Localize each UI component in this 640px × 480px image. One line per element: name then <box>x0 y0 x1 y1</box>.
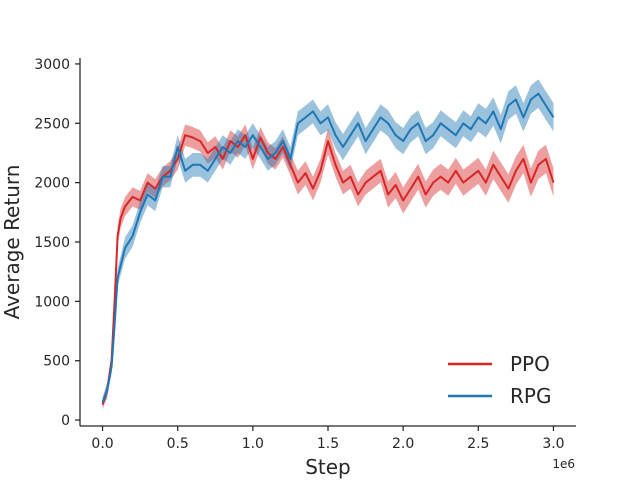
x-tick-label: 2.0 <box>392 436 414 452</box>
x-tick-label: 1.5 <box>317 436 339 452</box>
x-tick-label: 1.0 <box>242 436 264 452</box>
y-tick-label: 1000 <box>34 294 70 310</box>
x-ticks: 0.0 0.5 1.0 1.5 2.0 2.5 3.0 <box>91 426 565 452</box>
band-rpg <box>102 79 554 408</box>
x-tick-label: 0.0 <box>91 436 113 452</box>
x-axis-label: Step <box>305 455 351 479</box>
y-ticks: 0 500 1000 1500 2000 2500 3000 <box>34 57 80 429</box>
y-tick-label: 2500 <box>34 116 70 132</box>
series-group <box>101 79 555 410</box>
legend-label-rpg: RPG <box>510 384 551 408</box>
y-tick-label: 2000 <box>34 176 70 192</box>
legend-label-ppo: PPO <box>510 352 550 376</box>
y-axis-label: Average Return <box>0 165 24 320</box>
y-tick-label: 0 <box>61 413 70 429</box>
y-tick-label: 3000 <box>34 57 70 73</box>
line-ppo <box>101 134 555 405</box>
y-tick-label: 500 <box>43 354 70 370</box>
x-tick-label: 2.5 <box>467 436 489 452</box>
x-offset-label: 1e6 <box>552 457 575 471</box>
x-tick-label: 3.0 <box>542 436 564 452</box>
x-tick-label: 0.5 <box>167 436 189 452</box>
line-rpg <box>101 92 555 403</box>
y-tick-label: 1500 <box>34 235 70 251</box>
legend: PPO RPG <box>448 352 551 408</box>
